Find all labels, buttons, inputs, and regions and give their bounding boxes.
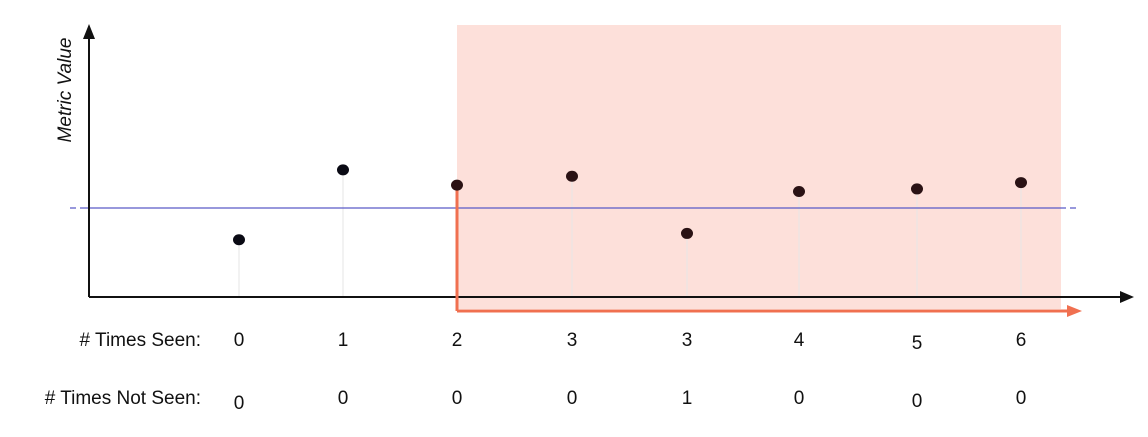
times-seen-cell: 3 bbox=[682, 330, 693, 351]
times-not-seen-cell: 0 bbox=[794, 388, 805, 409]
highlight-region bbox=[457, 25, 1061, 309]
data-point bbox=[911, 183, 923, 195]
data-point bbox=[793, 185, 805, 197]
times-seen-cell: 4 bbox=[794, 330, 805, 351]
region-bracket-arrowhead bbox=[1067, 305, 1082, 317]
data-point bbox=[451, 179, 463, 191]
y-axis-arrowhead bbox=[83, 24, 95, 39]
times-seen-row-label: # Times Seen: bbox=[80, 330, 201, 351]
times-not-seen-cell: 0 bbox=[567, 388, 578, 409]
times-not-seen-row-label: # Times Not Seen: bbox=[45, 388, 201, 409]
times-not-seen-cell: 0 bbox=[912, 391, 923, 412]
data-point bbox=[566, 170, 578, 182]
times-seen-cell: 5 bbox=[912, 333, 923, 354]
times-not-seen-cell: 0 bbox=[452, 388, 463, 409]
times-not-seen-cell: 0 bbox=[338, 388, 349, 409]
times-seen-cell: 3 bbox=[567, 330, 578, 351]
data-point bbox=[1015, 177, 1027, 189]
times-not-seen-cell: 0 bbox=[1016, 388, 1027, 409]
y-axis-label: Metric Value bbox=[55, 38, 76, 143]
times-not-seen-cell: 0 bbox=[234, 393, 245, 414]
data-point bbox=[233, 234, 245, 246]
times-seen-cell: 2 bbox=[452, 330, 463, 351]
times-seen-cell: 0 bbox=[234, 330, 245, 351]
count-table: 0 0 1 0 2 0 3 0 3 1 4 0 5 0 6 0 bbox=[234, 330, 1027, 414]
times-seen-cell: 1 bbox=[338, 330, 349, 351]
times-not-seen-cell: 1 bbox=[682, 388, 693, 409]
data-points bbox=[233, 164, 1027, 246]
x-axis-arrowhead bbox=[1120, 291, 1134, 303]
data-point bbox=[337, 164, 349, 176]
region-bracket bbox=[455, 185, 1082, 317]
times-seen-cell: 6 bbox=[1016, 330, 1027, 351]
data-point bbox=[681, 227, 693, 239]
